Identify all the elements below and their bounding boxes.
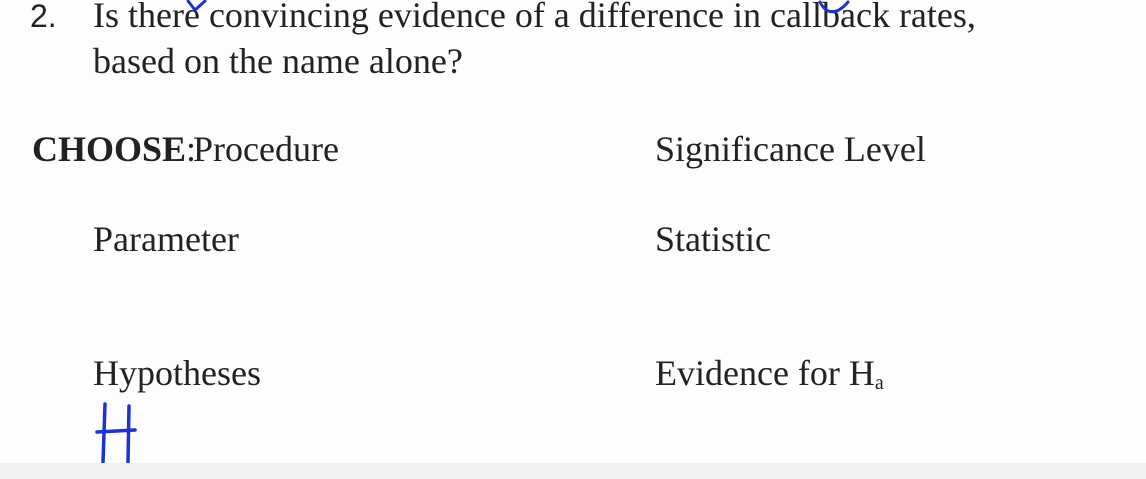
handwritten-letter-h (95, 402, 137, 464)
question-text-line-1: Is there convincing evidence of a differ… (93, 0, 976, 35)
evidence-for-ha-label: Evidence for Ha (655, 352, 884, 404)
evidence-subscript: a (874, 372, 884, 394)
choose-heading: CHOOSE: (32, 128, 196, 170)
evidence-prefix: Evidence for H (655, 353, 875, 393)
choose-colon: : (186, 129, 197, 169)
bottom-strip (0, 463, 1146, 479)
statistic-label: Statistic (655, 219, 771, 259)
choose-keyword: CHOOSE (32, 129, 187, 169)
question-number: 2. (30, 0, 57, 34)
significance-level-label: Significance Level (655, 129, 926, 169)
procedure-label: Procedure (193, 129, 339, 169)
hypotheses-label: Hypotheses (93, 353, 261, 393)
parameter-label: Parameter (93, 219, 239, 259)
question-text-line-2: based on the name alone? (93, 41, 463, 81)
